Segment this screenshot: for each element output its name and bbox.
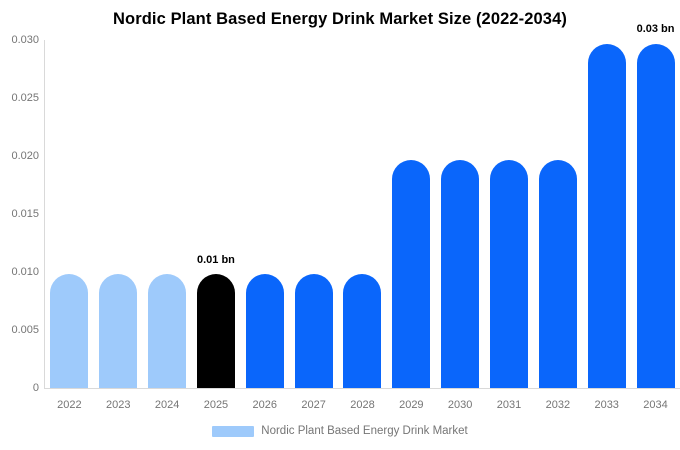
bar-2023[interactable]: [99, 274, 138, 388]
x-tick-label-2025: 2025: [203, 399, 229, 411]
legend: Nordic Plant Based Energy Drink Market: [0, 425, 680, 437]
chart-title: Nordic Plant Based Energy Drink Market S…: [113, 10, 567, 28]
bar-slot: 0.03 bn: [631, 23, 680, 388]
x-tick-label-2027: 2027: [301, 399, 326, 411]
bar-2024[interactable]: [148, 274, 187, 388]
bar-slot: [533, 40, 582, 388]
legend-label: Nordic Plant Based Energy Drink Market: [261, 425, 468, 437]
bar-2025[interactable]: [196, 274, 235, 388]
x-tick-label-2032: 2032: [545, 399, 571, 411]
x-tick-label-2024: 2024: [154, 399, 180, 411]
bar-slot: [436, 40, 485, 388]
y-tick-label: 0.030: [11, 34, 39, 46]
y-tick-label: 0.025: [11, 92, 39, 104]
legend-swatch: [212, 425, 255, 437]
bar-2027[interactable]: [294, 274, 333, 388]
x-tick-label-2022: 2022: [57, 399, 82, 411]
bar-slot: [582, 40, 631, 388]
bar-2034[interactable]: [636, 43, 675, 388]
bar-slot: [387, 40, 436, 388]
y-tick-label: 0.005: [11, 324, 39, 336]
bar-2033[interactable]: [587, 43, 626, 388]
y-tick-label: 0.015: [11, 208, 39, 220]
bar-slot: [240, 40, 289, 388]
bar-slot: [45, 40, 94, 388]
bar-slot: [289, 40, 338, 388]
y-tick-label: 0.010: [11, 266, 39, 278]
x-tick-label-2034: 2034: [643, 399, 668, 411]
y-axis-line: [44, 40, 45, 388]
x-tick-label-2030: 2030: [447, 399, 473, 411]
bar-2031[interactable]: [490, 159, 529, 388]
bar-slot: [485, 40, 534, 388]
x-tick-label-2023: 2023: [106, 399, 131, 411]
bars-row: 0.01 bn 0.03 bn: [45, 23, 680, 388]
bar-2026[interactable]: [245, 274, 284, 388]
y-tick-label: 0: [32, 382, 39, 394]
bar-2028[interactable]: [343, 274, 382, 388]
bar-value-label-2034: 0.03 bn: [636, 23, 675, 36]
bar-2022[interactable]: [50, 274, 89, 388]
bar-slot: [338, 40, 387, 388]
legend-item[interactable]: Nordic Plant Based Energy Drink Market: [212, 425, 468, 437]
x-tick-label-2033: 2033: [594, 399, 619, 411]
x-tick-label-2031: 2031: [496, 399, 522, 411]
x-tick-label-2028: 2028: [350, 399, 375, 411]
x-tick-label-2029: 2029: [399, 399, 424, 411]
x-axis: 2022 2023 2024 2025 2026 2027 2028 2029 2030 2031…: [45, 398, 680, 412]
x-tick-label-2026: 2026: [252, 399, 278, 411]
y-tick-label: 0.020: [11, 150, 39, 162]
bar-2032[interactable]: [538, 159, 577, 388]
x-axis-line: [44, 388, 680, 389]
bar-slot: [143, 40, 192, 388]
bar-2030[interactable]: [441, 159, 480, 388]
bar-2029[interactable]: [392, 159, 431, 388]
bar-slot: [94, 40, 143, 388]
bar-slot: 0.01 bn: [192, 40, 241, 388]
bar-value-label-2025: 0.01 bn: [197, 254, 235, 267]
